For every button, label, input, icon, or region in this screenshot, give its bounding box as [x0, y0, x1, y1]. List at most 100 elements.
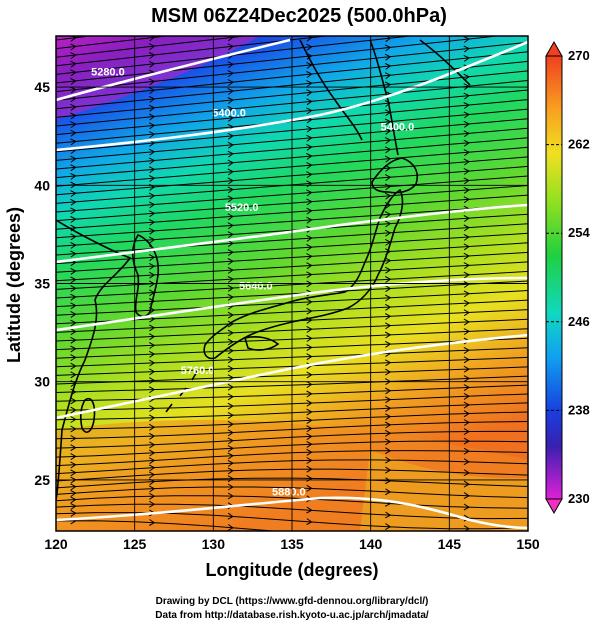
wind-arrowhead	[227, 195, 234, 203]
wind-arrowhead	[384, 137, 392, 144]
wind-arrowhead	[70, 181, 77, 189]
wind-arrowhead	[70, 69, 77, 77]
wind-arrowhead	[148, 131, 156, 139]
wind-arrowhead	[463, 252, 470, 260]
y-tick-label: 30	[34, 374, 50, 390]
wind-arrowhead	[227, 213, 234, 221]
wind-arrowhead	[306, 143, 313, 151]
wind-arrowhead	[463, 224, 470, 232]
wind-arrowhead	[227, 168, 234, 176]
wind-arrowhead	[384, 477, 392, 485]
wind-arrowhead	[227, 475, 234, 483]
contour-5760	[56, 333, 528, 420]
wind-arrowhead	[148, 201, 156, 209]
wind-arrowhead	[464, 8, 469, 14]
wind-arrowhead	[464, 0, 469, 5]
contour-label: 5520.0	[225, 202, 259, 214]
wind-arrowhead	[227, 293, 234, 301]
wind-arrowhead	[463, 410, 470, 418]
wind-arrowhead	[384, 266, 392, 274]
wind-arrowhead	[227, 483, 234, 491]
wind-arrowhead	[227, 429, 234, 437]
wind-arrowhead	[384, 276, 392, 283]
wind-arrowhead	[463, 73, 470, 81]
wind-arrowhead	[227, 204, 234, 212]
wind-arrowhead	[70, 469, 77, 477]
x-tick-label: 125	[123, 536, 147, 552]
y-axis-ticks: 25 30 35 40 45	[34, 79, 50, 488]
wind-arrowhead	[148, 377, 156, 385]
colorbar-scale	[545, 55, 563, 500]
colorbar-label: 262	[568, 137, 590, 152]
contour-label: 5760.0	[181, 365, 215, 377]
y-axis-title: Latitude (degrees)	[4, 207, 24, 363]
wind-arrowhead	[227, 249, 234, 256]
wind-arrowhead	[227, 275, 234, 283]
x-tick-label: 120	[44, 536, 68, 552]
wind-arrowhead	[227, 266, 234, 274]
wind-arrowhead	[227, 393, 234, 401]
wind-arrowhead	[463, 54, 470, 62]
wind-arrowhead	[148, 423, 156, 431]
wind-arrowhead	[148, 87, 156, 94]
wind-arrowhead	[306, 307, 313, 315]
wind-arrowhead	[148, 52, 156, 59]
y-tick-label: 25	[34, 472, 50, 488]
hokkaido-coast	[371, 157, 418, 194]
wind-arrowhead	[70, 43, 77, 51]
wind-arrowhead	[70, 371, 77, 379]
wind-arrowhead	[148, 342, 156, 349]
x-axis-ticks: 120 125 130 135 140 145 150	[44, 536, 540, 552]
wind-arrowhead	[463, 447, 470, 455]
wind-arrowhead	[70, 406, 77, 414]
wind-arrowhead	[148, 262, 156, 270]
wind-arrowhead	[463, 149, 470, 157]
wind-arrowhead	[227, 411, 234, 419]
wind-arrowhead	[306, 433, 313, 441]
wind-arrowhead	[227, 88, 234, 95]
wind-arrowhead	[149, 405, 156, 412]
wind-arrowhead	[384, 201, 392, 209]
wind-arrowhead	[70, 425, 77, 433]
wind-arrowhead	[148, 471, 156, 479]
wind-arrowhead	[306, 506, 313, 514]
wind-arrowhead	[70, 198, 77, 206]
x-tick-label: 140	[359, 536, 383, 552]
wind-arrowhead	[463, 492, 470, 500]
wind-arrowhead	[306, 399, 313, 407]
wind-arrowhead	[70, 285, 77, 292]
wind-arrowhead	[306, 325, 313, 333]
colorbar-label: 246	[568, 314, 590, 329]
wind-arrowhead	[148, 236, 156, 244]
wind-arrowhead	[70, 241, 77, 249]
wind-arrowhead	[227, 258, 234, 265]
wind-arrowhead	[70, 328, 77, 336]
wind-arrowhead	[227, 114, 234, 122]
wind-arrowhead	[227, 79, 234, 87]
wind-arrowhead	[148, 432, 156, 440]
russia-coast	[299, 39, 363, 141]
colorbar: 270 262 254 246 238 230	[545, 40, 590, 515]
wind-arrowhead	[463, 309, 470, 317]
wind-arrowhead	[384, 211, 392, 219]
wind-arrowhead	[463, 262, 470, 270]
china-coast	[56, 219, 132, 501]
wind-arrowhead	[70, 416, 77, 423]
wind-arrowhead	[306, 448, 313, 456]
wind-arrowhead	[70, 52, 77, 59]
wind-arrowhead	[384, 220, 392, 228]
wind-arrowhead	[70, 172, 77, 180]
colorbar-label: 270	[568, 48, 590, 63]
wind-arrowhead	[306, 189, 313, 197]
wind-arrowhead	[227, 70, 234, 78]
contour-label: 5400.0	[212, 108, 246, 120]
wind-arrowhead	[463, 271, 470, 279]
wind-arrowhead	[306, 381, 313, 389]
wind-arrowhead	[306, 262, 313, 270]
wind-arrowhead	[463, 130, 470, 138]
wind-arrowhead	[463, 401, 470, 409]
wind-arrowhead	[384, 100, 392, 107]
wind-arrowhead	[227, 150, 234, 158]
wind-arrowhead	[148, 519, 156, 526]
